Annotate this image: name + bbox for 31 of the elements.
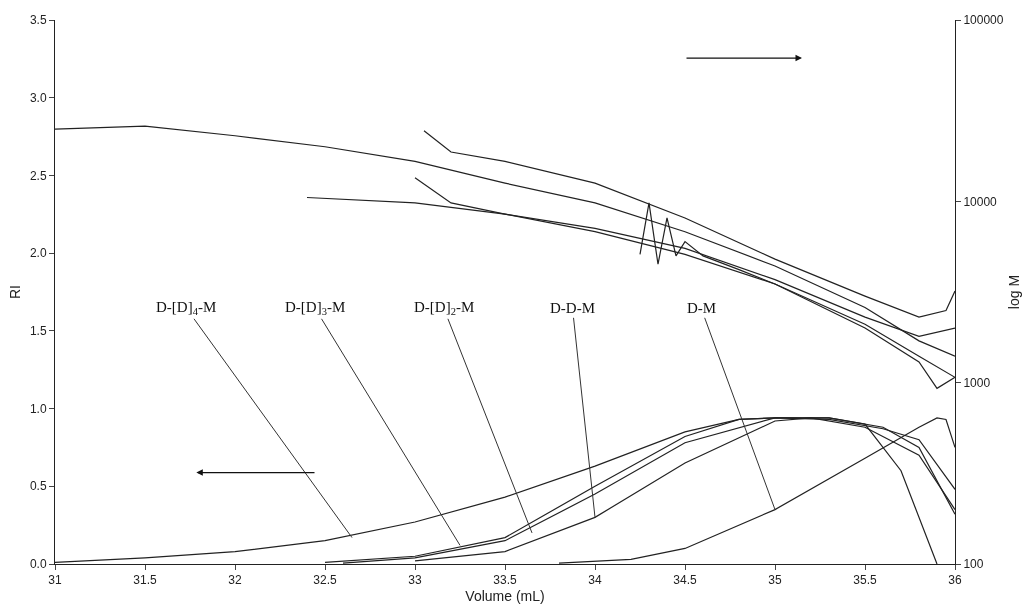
y-tick-label: 2.0 <box>29 246 47 261</box>
y2-tick-label: 100 <box>963 557 984 572</box>
x-tick-label: 36 <box>948 573 962 588</box>
x-tick-label: 32 <box>228 573 242 588</box>
x-tick-label: 35 <box>768 573 782 588</box>
y-axis-title: RI <box>6 285 23 299</box>
y-tick-label: 3.5 <box>29 13 47 28</box>
y2-axis-title: log M <box>1006 274 1023 310</box>
x-tick-label: 32.5 <box>313 573 337 588</box>
annotation: D-[D]$_{2}$-M <box>414 299 475 318</box>
y-tick-label: 0.0 <box>29 557 47 572</box>
x-tick-label: 34.5 <box>673 573 697 588</box>
x-axis-title: Volume (mL) <box>465 587 545 604</box>
x-tick-label: 31 <box>48 573 62 588</box>
y-tick-label: 0.5 <box>29 479 47 494</box>
y2-tick-label: 100000 <box>963 13 1004 28</box>
annotation: D-[D]$_{3}$-M <box>285 299 346 318</box>
x-tick-label: 31.5 <box>133 573 157 588</box>
x-tick-label: 35.5 <box>853 573 877 588</box>
y-tick-label: 1.5 <box>29 324 47 339</box>
y2-tick-label: 1000 <box>963 375 991 390</box>
y-tick-label: 3.0 <box>29 90 47 105</box>
x-tick-label: 34 <box>588 573 602 588</box>
annotation: D-[D]$_{4}$-M <box>156 299 217 318</box>
annotation: D-M <box>687 300 717 316</box>
annotation: D-D-M <box>550 300 595 316</box>
y-tick-label: 1.0 <box>29 401 47 416</box>
x-tick-label: 33.5 <box>493 573 517 588</box>
x-tick-label: 33 <box>408 573 422 588</box>
y-tick-label: 2.5 <box>29 168 47 183</box>
y2-tick-label: 10000 <box>963 194 998 209</box>
